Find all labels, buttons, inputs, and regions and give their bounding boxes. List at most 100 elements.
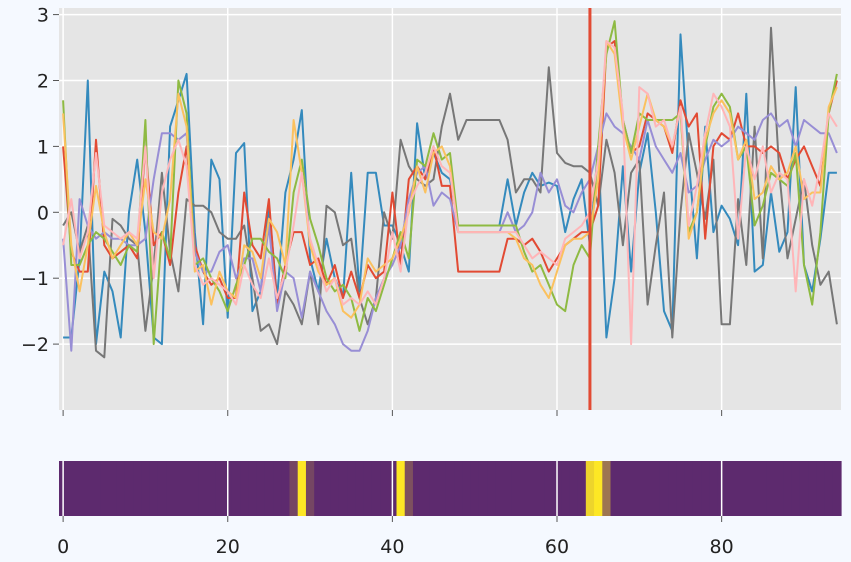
heatmap-cell [108, 461, 118, 516]
heatmap-cell [561, 461, 570, 516]
heatmap-cell [149, 461, 159, 516]
heatmap-cell [338, 461, 348, 516]
heatmap-cell [659, 461, 669, 516]
heatmap-cell [519, 461, 529, 516]
heatmap-cell [174, 461, 184, 516]
heatmap-cell [832, 461, 842, 516]
heatmap-cell [91, 461, 101, 516]
heatmap-cell [495, 461, 505, 516]
heatmap-cell [421, 461, 431, 516]
heatmap-cell [766, 461, 776, 516]
heatmap-cell [437, 461, 447, 516]
series-line-7 [62, 40, 838, 346]
heatmap-cell [503, 461, 513, 516]
heatmap-cell [585, 461, 595, 516]
heatmap-cell [684, 461, 694, 516]
y-tick-label: −2 [21, 334, 49, 356]
heatmap-cell [371, 461, 381, 516]
heatmap-cell [100, 461, 109, 516]
heatmap-cell [264, 461, 274, 516]
heatmap-cell [355, 461, 365, 516]
heatmap-cell [701, 461, 710, 516]
heatmap-cell [577, 461, 587, 516]
heatmap-cell [166, 461, 175, 516]
heatmap-cell [124, 461, 134, 516]
heatmap-cell [454, 461, 463, 516]
heatmap-cell [626, 461, 636, 516]
heatmap-cell [544, 461, 554, 516]
heatmap-cell [330, 461, 340, 516]
heatmap-cell [116, 461, 126, 516]
heatmap-cell [635, 461, 645, 516]
heatmap-cell [487, 461, 496, 516]
y-tick-label: 2 [37, 70, 49, 92]
heatmap-cell [643, 461, 653, 516]
heatmap-cell [775, 461, 784, 516]
heatmap-cell [198, 461, 208, 516]
heatmap-cell [676, 461, 686, 516]
heatmap-cell [67, 461, 77, 516]
heatmap-cell [363, 461, 373, 516]
heatmap-cell [569, 461, 579, 516]
heatmap-cell [273, 461, 282, 516]
x-tick-label: 80 [710, 536, 734, 558]
heatmap-cell [248, 461, 258, 516]
heatmap-cell [75, 461, 85, 516]
heatmap-cell [347, 461, 356, 516]
heatmap-cell [305, 461, 315, 516]
heatmap-cell [462, 461, 472, 516]
heatmap-cell [610, 461, 620, 516]
heatmap-cell [231, 461, 241, 516]
x-tick-label: 60 [545, 536, 569, 558]
heatmap-cell [536, 461, 546, 516]
heatmap-cell [404, 461, 414, 516]
heatmap-cell [281, 461, 291, 516]
heatmap-cell [289, 461, 299, 516]
heatmap-cell [240, 461, 249, 516]
y-tick-label: −1 [21, 268, 49, 290]
heatmap-cell [396, 461, 406, 516]
heatmap-cell [429, 461, 439, 516]
y-tick-label: 0 [37, 202, 49, 224]
heatmap-cell [709, 461, 719, 516]
heatmap-strip [59, 461, 842, 516]
heatmap-cell [692, 461, 702, 516]
heatmap-cell [750, 461, 760, 516]
heatmap-cell [83, 461, 93, 516]
y-tick-label: 3 [37, 5, 49, 27]
heatmap-cell [725, 461, 735, 516]
heatmap-cell [651, 461, 661, 516]
heatmap-cell [808, 461, 817, 516]
heatmap-cell [618, 461, 628, 516]
heatmap-cell [157, 461, 167, 516]
heatmap-cell [742, 461, 752, 516]
heatmap-cell [182, 461, 192, 516]
heatmap-cell [190, 461, 200, 516]
x-axis-ticks: 0 20 40 60 80 [57, 516, 734, 558]
heatmap-cell [602, 461, 612, 516]
heatmap-cell [380, 461, 389, 516]
heatmap-cell [215, 461, 225, 516]
heatmap-cell [445, 461, 455, 516]
line-plot-x-ticks [62, 410, 723, 416]
x-tick-label: 20 [216, 536, 240, 558]
heatmap-cell [791, 461, 801, 516]
heatmap-cell [783, 461, 793, 516]
heatmap-grid [62, 461, 723, 516]
heatmap-cell [816, 461, 826, 516]
line-plot-series [62, 20, 838, 359]
heatmap-cell [314, 461, 324, 516]
x-tick-label: 40 [380, 536, 404, 558]
heatmap-cell [511, 461, 521, 516]
heatmap-cell [470, 461, 480, 516]
heatmap-cell [133, 461, 142, 516]
heatmap-cell [758, 461, 768, 516]
heatmap-cell [528, 461, 538, 516]
heatmap-cell [733, 461, 743, 516]
heatmap-cell [322, 461, 332, 516]
heatmap-cell [412, 461, 422, 516]
heatmap-cell [207, 461, 216, 516]
heatmap-cell [141, 461, 151, 516]
heatmap-cell [478, 461, 488, 516]
